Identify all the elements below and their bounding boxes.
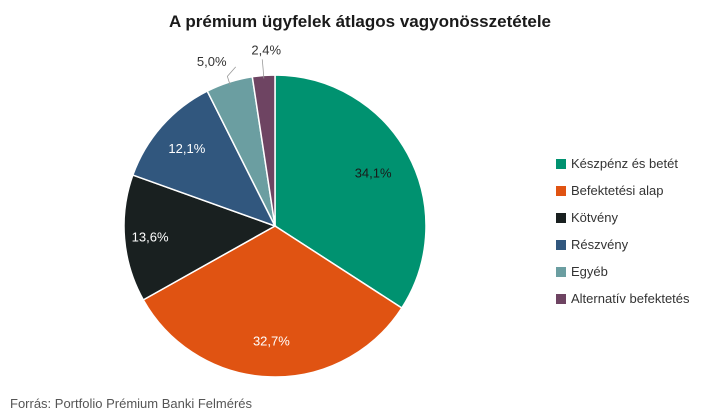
legend-label: Egyéb: [571, 264, 608, 279]
leader-line-alternativ-befektetes: [261, 59, 265, 79]
data-label-alternativ-befektetes: 2,4%: [251, 42, 281, 57]
legend: Készpénz és betét Befektetési alap Kötvény…: [556, 150, 690, 312]
legend-item-kotveny: Kötvény: [556, 204, 690, 231]
legend-swatch: [556, 158, 566, 169]
legend-item-reszveny: Részvény: [556, 231, 690, 258]
legend-label: Készpénz és betét: [571, 156, 678, 171]
data-label-egyeb: 5,0%: [197, 54, 227, 69]
slice-reszveny: [131, 90, 277, 228]
data-label-keszpenz-es-betet: 34,1%: [355, 166, 392, 181]
slice-kotveny: [123, 174, 277, 301]
source-note: Forrás: Portfolio Prémium Banki Felmérés: [10, 396, 253, 411]
legend-label: Kötvény: [571, 210, 618, 225]
legend-swatch: [556, 212, 566, 223]
legend-label: Befektetési alap: [571, 183, 664, 198]
leader-line-egyeb: [226, 66, 237, 86]
legend-item-alternativ-befektetes: Alternatív befektetés: [556, 285, 690, 312]
data-label-reszveny: 12,1%: [168, 141, 205, 156]
legend-swatch: [556, 239, 566, 250]
pie-slices: [123, 74, 427, 378]
leader-lines: [226, 59, 265, 86]
data-labels: 34,1% 32,7% 13,6% 12,1% 5,0% 2,4%: [132, 42, 392, 348]
data-label-kotveny: 13,6%: [132, 229, 169, 244]
legend-swatch: [556, 185, 566, 196]
legend-item-keszpenz-es-betet: Készpénz és betét: [556, 150, 690, 177]
legend-item-befektetesi-alap: Befektetési alap: [556, 177, 690, 204]
legend-label: Alternatív befektetés: [571, 291, 690, 306]
legend-swatch: [556, 293, 566, 304]
legend-label: Részvény: [571, 237, 629, 252]
data-label-befektetesi-alap: 32,7%: [253, 334, 290, 349]
chart-title: A prémium ügyfelek átlagos vagyonösszeté…: [169, 12, 551, 31]
legend-item-egyeb: Egyéb: [556, 258, 690, 285]
legend-swatch: [556, 266, 566, 277]
